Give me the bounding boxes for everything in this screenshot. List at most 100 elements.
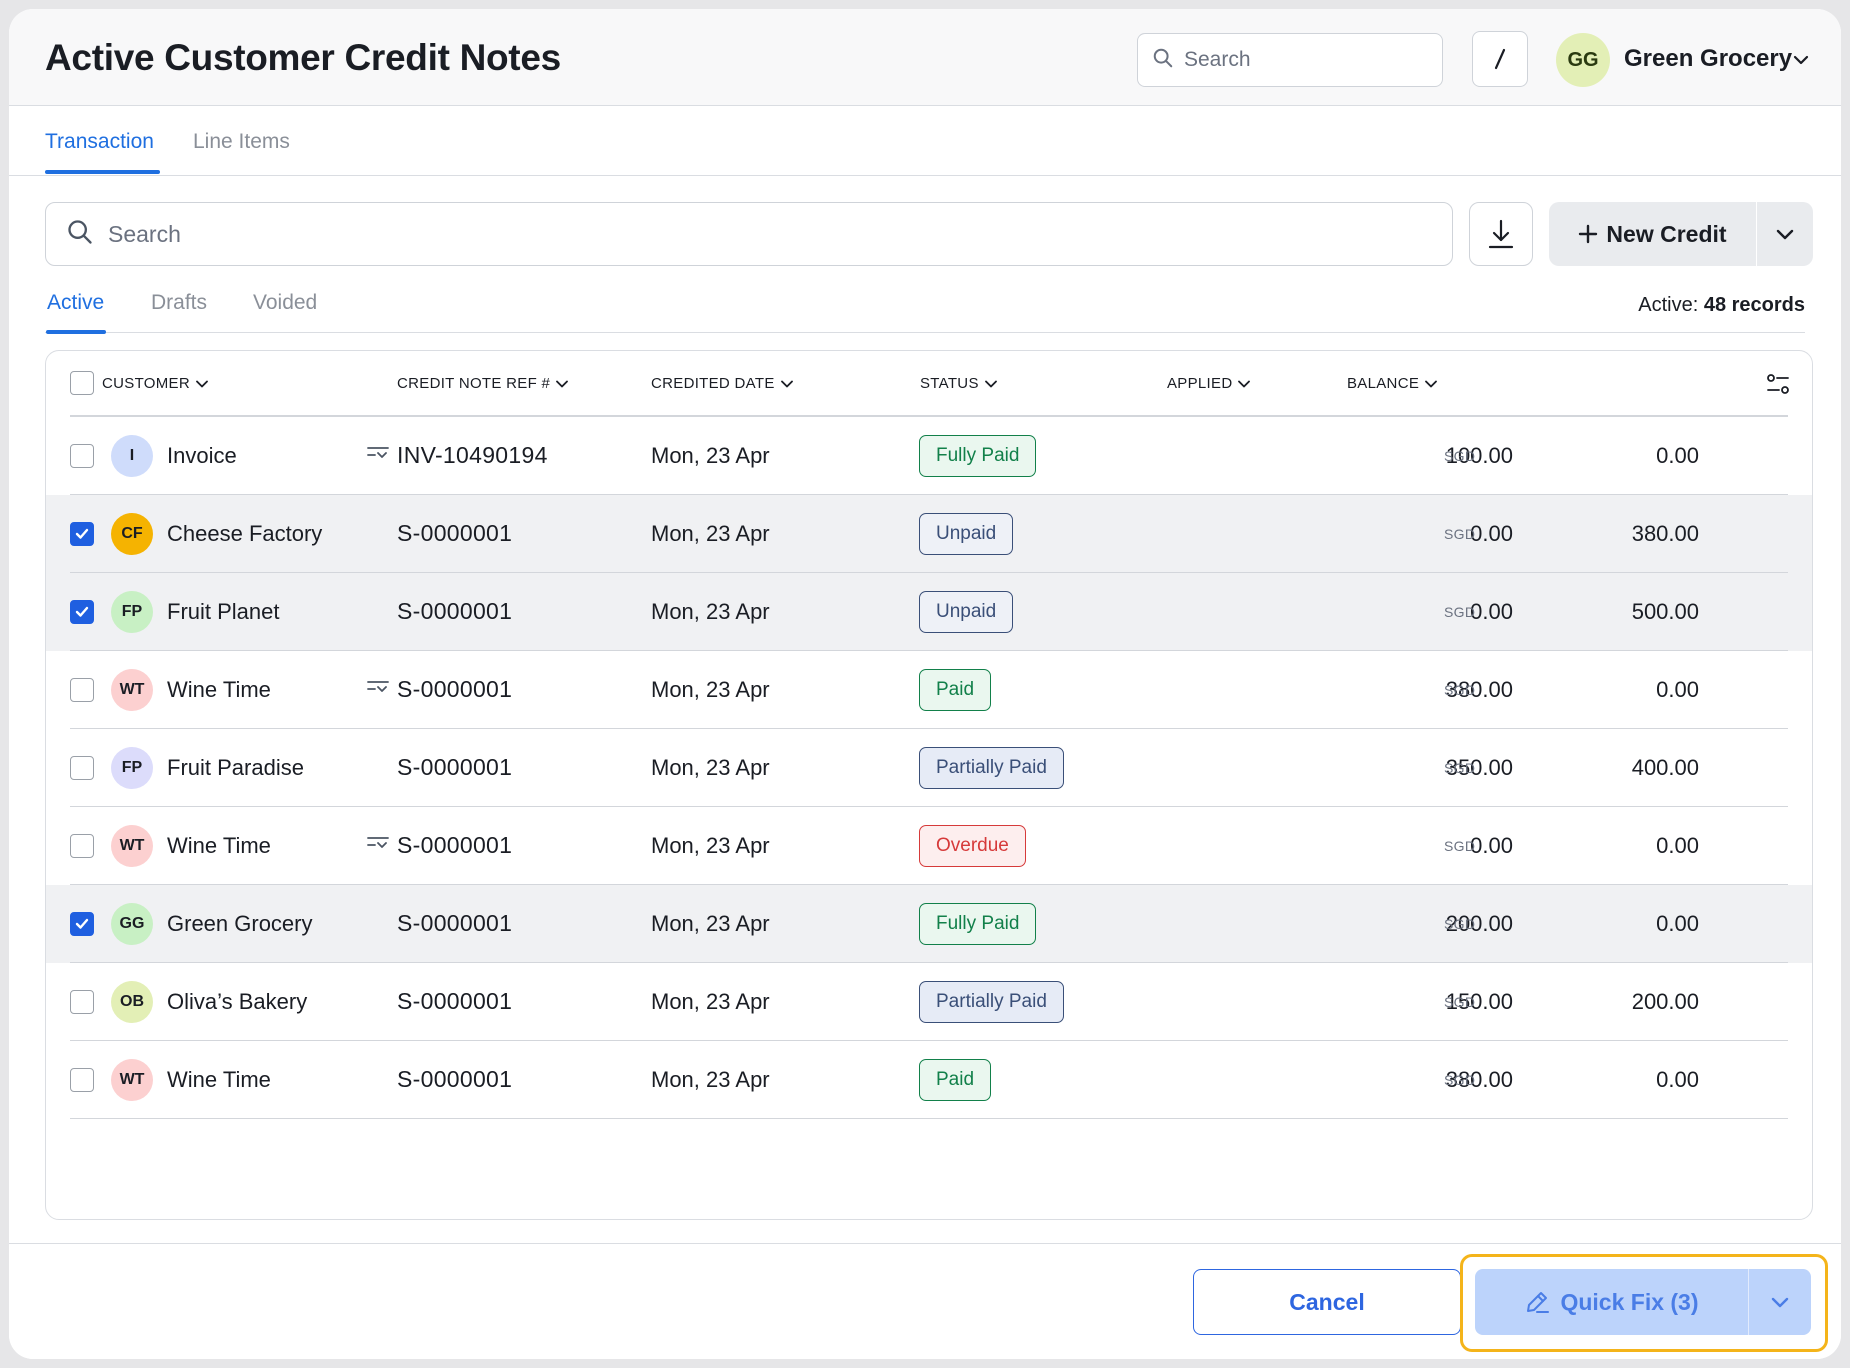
new-credit-label: New Credit [1606,220,1727,247]
row-checkbox[interactable] [70,522,94,546]
tab-voided[interactable]: Voided [253,291,318,314]
chevron-down-icon [556,380,569,387]
credit-note-ref[interactable]: S-0000001 [397,910,513,936]
org-name[interactable]: Green Grocery [1624,45,1793,72]
row-checkbox[interactable] [70,834,94,858]
chevron-down-icon[interactable] [1793,53,1809,71]
customer-name[interactable]: Oliva’s Bakery [167,989,308,1014]
list-search-placeholder: Search [108,220,181,247]
credit-note-ref[interactable]: S-0000001 [397,520,513,546]
record-count-value: 48 records [1703,294,1805,316]
table-row[interactable]: I Invoice INV-10490194 Mon, 23 Apr Fully Pai… [46,417,1812,495]
credit-note-ref[interactable]: S-0000001 [397,832,513,858]
table-row[interactable]: WT Wine Time S-0000001 Mon, 23 Apr Paid 380.0… [46,651,1812,729]
row-divider [70,1040,1788,1041]
credited-date: Mon, 23 Apr [651,443,770,468]
customer-avatar: WT [111,669,153,711]
row-checkbox[interactable] [70,990,94,1014]
credit-note-ref[interactable]: S-0000001 [397,988,513,1014]
new-credit-button[interactable]: New Credit [1549,202,1757,266]
currency-code: SGD [1444,994,1476,1010]
app-window: Active Customer Credit Notes Search GG G… [9,9,1841,1359]
credit-notes-table: CUSTOMER CREDIT NOTE REF # CREDITED DATE… [45,350,1813,1220]
select-all-checkbox[interactable] [70,371,94,395]
cancel-button[interactable]: Cancel [1193,1269,1461,1335]
status-badge: Partially Paid [919,981,1064,1023]
col-credit-note-ref[interactable]: CREDIT NOTE REF # [397,375,569,392]
row-checkbox[interactable] [70,600,94,624]
row-checkbox[interactable] [70,912,94,936]
record-count: Active: 48 records [1638,294,1805,317]
customer-name[interactable]: Green Grocery [167,911,313,936]
status-badge: Fully Paid [919,435,1037,477]
quick-fix-button[interactable]: Quick Fix (3) [1475,1269,1749,1335]
credit-note-ref[interactable]: S-0000001 [397,1066,513,1092]
col-credited-date[interactable]: CREDITED DATE [651,375,793,392]
row-divider [70,806,1788,807]
col-balance[interactable]: BALANCE [1347,375,1438,392]
row-checkbox[interactable] [70,444,94,468]
quick-fix-dropdown[interactable] [1749,1269,1811,1335]
table-row[interactable]: FP Fruit Paradise S-0000001 Mon, 23 Apr Part… [46,729,1812,807]
row-checkbox[interactable] [70,1068,94,1092]
tab-transaction[interactable]: Transaction [45,130,154,153]
tab-drafts[interactable]: Drafts [151,291,208,314]
currency-code: SGD [1444,682,1476,698]
table-row[interactable]: CF Cheese Factory S-0000001 Mon, 23 Apr Unpa… [46,495,1812,573]
currency-code: SGD [1444,838,1476,854]
global-search-input[interactable]: Search [1137,33,1443,87]
table-row[interactable]: WT Wine Time S-0000001 Mon, 23 Apr Paid 380.0… [46,1041,1812,1119]
credit-note-ref[interactable]: S-0000001 [397,598,513,624]
linked-flow-icon [367,678,389,699]
customer-name[interactable]: Invoice [167,443,237,468]
currency-code: SGD [1444,760,1476,776]
table-row[interactable]: WT Wine Time S-0000001 Mon, 23 Apr Overdue 0.… [46,807,1812,885]
customer-name[interactable]: Wine Time [167,677,271,702]
applied-amount: 0.00 [1470,521,1513,546]
tab-active[interactable]: Active [47,291,105,314]
customer-name[interactable]: Wine Time [167,1067,271,1092]
new-credit-dropdown[interactable] [1757,202,1813,266]
applied-amount: 0.00 [1470,599,1513,624]
page-title: Active Customer Credit Notes [45,37,561,78]
status-badge: Unpaid [919,591,1014,633]
table-row[interactable]: FP Fruit Planet S-0000001 Mon, 23 Apr Unpaid… [46,573,1812,651]
credited-date: Mon, 23 Apr [651,833,770,858]
col-applied[interactable]: APPLIED [1167,375,1251,392]
row-checkbox[interactable] [70,756,94,780]
chevron-down-icon [1776,229,1794,240]
table-row[interactable]: GG Green Grocery S-0000001 Mon, 23 Apr Fully… [46,885,1812,963]
row-divider [70,572,1788,573]
credit-note-ref[interactable]: INV-10490194 [397,442,548,468]
tab-line-items[interactable]: Line Items [193,130,290,153]
status-badge: Partially Paid [919,747,1064,789]
quick-fix-label: Quick Fix (3) [1560,1288,1699,1315]
col-customer[interactable]: CUSTOMER [102,375,208,392]
main-tabs: Transaction Line Items [9,106,1841,176]
credit-note-ref[interactable]: S-0000001 [397,754,513,780]
customer-name[interactable]: Fruit Planet [167,599,280,624]
row-checkbox[interactable] [70,678,94,702]
org-avatar[interactable]: GG [1556,33,1610,87]
customer-name[interactable]: Cheese Factory [167,521,323,546]
currency-code: SGD [1444,604,1476,620]
list-search-input[interactable]: Search [45,202,1453,266]
credited-date: Mon, 23 Apr [651,911,770,936]
customer-name[interactable]: Wine Time [167,833,271,858]
shortcut-button[interactable] [1472,31,1528,87]
currency-code: SGD [1444,916,1476,932]
footer-bar: Cancel Quick Fix (3) [9,1243,1841,1359]
credit-note-ref[interactable]: S-0000001 [397,676,513,702]
check-icon [75,918,89,929]
status-badge: Overdue [919,825,1026,867]
chevron-down-icon [1238,380,1251,387]
linked-flow-icon [367,834,389,855]
row-divider [70,1118,1788,1119]
column-settings-icon[interactable] [1766,373,1790,400]
search-icon [1152,47,1174,74]
customer-name[interactable]: Fruit Paradise [167,755,304,780]
table-row[interactable]: OB Oliva’s Bakery S-0000001 Mon, 23 Apr Part… [46,963,1812,1041]
col-status[interactable]: STATUS [920,375,997,392]
balance-amount: 0.00 [1656,1067,1699,1092]
download-button[interactable] [1469,202,1533,266]
